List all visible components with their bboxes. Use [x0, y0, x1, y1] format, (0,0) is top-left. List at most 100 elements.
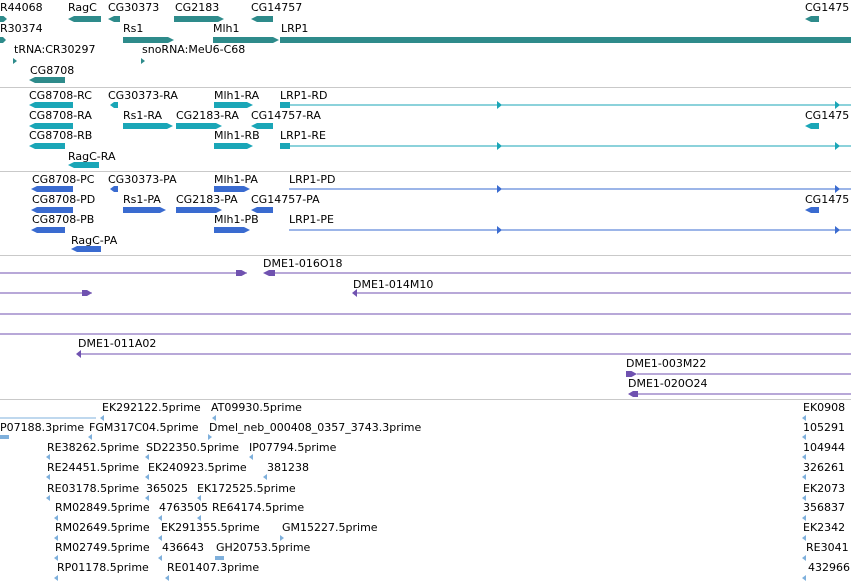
- transcript-feature[interactable]: [280, 102, 290, 108]
- protein-label[interactable]: LRP1-PE: [289, 213, 334, 226]
- est-label[interactable]: GM15227.5prime: [282, 521, 378, 534]
- est-label[interactable]: IP07794.5prime: [249, 441, 337, 454]
- transcript-feature[interactable]: [29, 143, 65, 149]
- est-label[interactable]: 105291: [803, 421, 845, 434]
- est-label[interactable]: RE3041: [806, 541, 849, 554]
- est-label[interactable]: RE38262.5prime: [47, 441, 140, 454]
- protein-feature[interactable]: [71, 246, 101, 252]
- est-label[interactable]: EK2342: [803, 521, 846, 534]
- est-label[interactable]: Dmel_neb_000408_0357_3743.3prime: [209, 421, 422, 434]
- transcript-label[interactable]: Mlh1-RB: [214, 129, 260, 142]
- protein-label[interactable]: CG30373-PA: [108, 173, 177, 186]
- protein-label[interactable]: Mlh1-PB: [214, 213, 259, 226]
- clone-end[interactable]: [626, 371, 637, 377]
- transcript-feature[interactable]: [251, 123, 273, 129]
- gene-label[interactable]: tRNA:CR30297: [14, 43, 96, 56]
- est-label[interactable]: P07188.3prime: [0, 421, 85, 434]
- transcript-feature[interactable]: [29, 102, 73, 108]
- gene-label[interactable]: Rs1: [123, 22, 144, 35]
- transcript-label[interactable]: CG14757-RA: [251, 109, 321, 122]
- protein-feature[interactable]: [176, 207, 222, 213]
- est-label[interactable]: RE01407.3prime: [167, 561, 260, 574]
- gene-label[interactable]: R44068: [0, 1, 43, 14]
- est-label[interactable]: EK240923.5prime: [148, 461, 247, 474]
- transcript-label[interactable]: CG8708-RB: [29, 129, 93, 142]
- est-label[interactable]: SD22350.5prime: [146, 441, 239, 454]
- transcript-label[interactable]: CG8708-RA: [29, 109, 92, 122]
- gene-label[interactable]: LRP1: [281, 22, 309, 35]
- est-feature[interactable]: [215, 556, 224, 560]
- transcript-label[interactable]: RagC-RA: [68, 150, 116, 163]
- gene-feature[interactable]: [108, 16, 120, 22]
- gene-label[interactable]: CG2183: [175, 1, 220, 14]
- est-label[interactable]: 436643: [162, 541, 204, 554]
- est-label[interactable]: FGM317C04.5prime: [89, 421, 199, 434]
- protein-feature[interactable]: [123, 207, 166, 213]
- transcript-feature[interactable]: [68, 162, 99, 168]
- clone-label[interactable]: DME1-016O18: [263, 257, 343, 270]
- clone-end[interactable]: [263, 270, 275, 276]
- protein-label[interactable]: Rs1-PA: [123, 193, 161, 206]
- clone-end[interactable]: [82, 290, 92, 296]
- protein-label[interactable]: CG1475: [805, 193, 850, 206]
- gene-label[interactable]: CG1475: [805, 1, 850, 14]
- est-label[interactable]: EK291355.5prime: [161, 521, 260, 534]
- transcript-feature[interactable]: [214, 143, 253, 149]
- transcript-label[interactable]: Rs1-RA: [123, 109, 163, 122]
- gene-label[interactable]: CG30373: [108, 1, 160, 14]
- est-label[interactable]: 381238: [267, 461, 309, 474]
- clone-label[interactable]: DME1-020O24: [628, 377, 708, 390]
- est-label[interactable]: 4763505: [159, 501, 208, 514]
- transcript-feature[interactable]: [29, 123, 73, 129]
- protein-feature[interactable]: [31, 227, 65, 233]
- protein-label[interactable]: CG8708-PB: [32, 213, 95, 226]
- est-label[interactable]: RM02849.5prime: [55, 501, 150, 514]
- est-label[interactable]: EK0908: [803, 401, 846, 414]
- transcript-feature[interactable]: [110, 102, 118, 108]
- est-label[interactable]: RE03178.5prime: [47, 482, 140, 495]
- transcript-feature[interactable]: [123, 123, 173, 129]
- transcript-feature[interactable]: [280, 143, 290, 149]
- transcript-label[interactable]: CG2183-RA: [176, 109, 239, 122]
- transcript-feature[interactable]: [176, 123, 222, 129]
- transcript-label[interactable]: CG1475: [805, 109, 850, 122]
- protein-feature[interactable]: [110, 186, 118, 192]
- est-label[interactable]: 356837: [803, 501, 845, 514]
- protein-label[interactable]: CG8708-PD: [32, 193, 96, 206]
- transcript-label[interactable]: CG8708-RC: [29, 89, 92, 102]
- clone-end[interactable]: [236, 270, 247, 276]
- est-label[interactable]: 104944: [803, 441, 845, 454]
- est-label[interactable]: EK172525.5prime: [197, 482, 296, 495]
- protein-label[interactable]: CG14757-PA: [251, 193, 320, 206]
- protein-feature[interactable]: [31, 207, 73, 213]
- clone-end[interactable]: [628, 391, 638, 397]
- transcript-label[interactable]: LRP1-RD: [280, 89, 328, 102]
- gene-feature[interactable]: [0, 16, 7, 22]
- clone-label[interactable]: DME1-014M10: [353, 278, 434, 291]
- protein-feature[interactable]: [31, 186, 73, 192]
- gene-feature[interactable]: [123, 37, 174, 43]
- gene-feature[interactable]: [174, 16, 224, 22]
- est-label[interactable]: EK292122.5prime: [102, 401, 201, 414]
- protein-label[interactable]: RagC-PA: [71, 234, 118, 247]
- gene-feature[interactable]: [29, 77, 65, 83]
- est-label[interactable]: GH20753.5prime: [216, 541, 311, 554]
- gene-feature[interactable]: [251, 16, 273, 22]
- protein-feature[interactable]: [214, 227, 250, 233]
- est-label[interactable]: AT09930.5prime: [211, 401, 302, 414]
- clone-label[interactable]: DME1-011A02: [78, 337, 157, 350]
- est-label[interactable]: 432966: [808, 561, 850, 574]
- est-label[interactable]: RP01178.5prime: [57, 561, 149, 574]
- gene-label[interactable]: Mlh1: [213, 22, 240, 35]
- gene-feature[interactable]: [805, 16, 819, 22]
- est-label[interactable]: RM02749.5prime: [55, 541, 150, 554]
- protein-label[interactable]: Mlh1-PA: [214, 173, 258, 186]
- gene-feature[interactable]: [0, 37, 6, 43]
- gene-feature[interactable]: [280, 37, 851, 43]
- clone-label[interactable]: DME1-003M22: [626, 357, 707, 370]
- est-label[interactable]: RE24451.5prime: [47, 461, 140, 474]
- gene-label[interactable]: R30374: [0, 22, 43, 35]
- protein-label[interactable]: CG8708-PC: [32, 173, 95, 186]
- transcript-label[interactable]: CG30373-RA: [108, 89, 178, 102]
- gene-label[interactable]: RagC: [68, 1, 97, 14]
